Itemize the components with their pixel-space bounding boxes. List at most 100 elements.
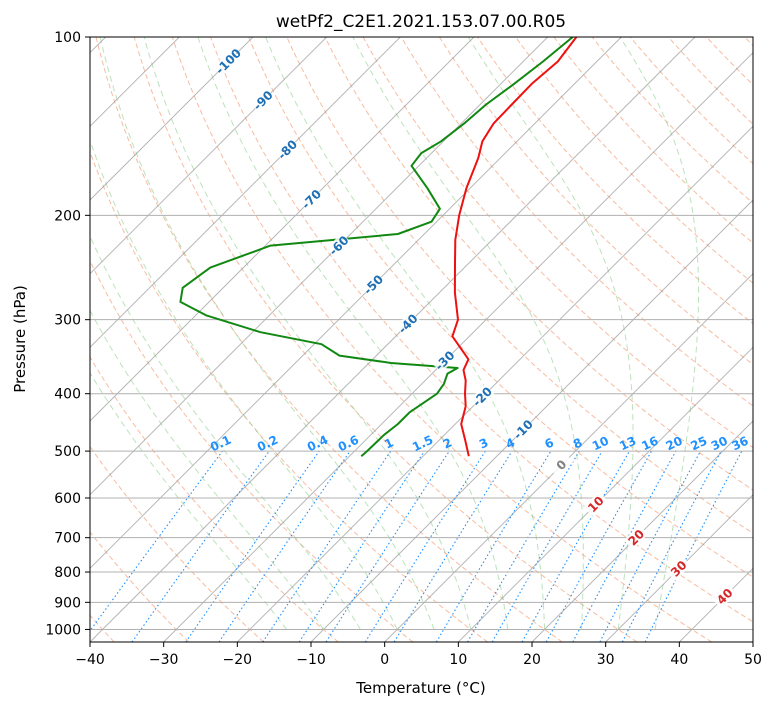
mixing-ratio-line <box>545 450 653 642</box>
isotherm-label-bg <box>510 416 536 442</box>
mixing-ratio-line <box>131 450 270 642</box>
mixing-ratio-line <box>90 450 223 632</box>
x-tick-label: −30 <box>149 652 179 668</box>
dry-adiabat-line <box>90 150 488 642</box>
x-axis-label: Temperature (°C) <box>355 679 485 697</box>
moist-adiabat-line <box>99 37 435 630</box>
mixing-ratio-line <box>185 450 320 642</box>
isotherm-line <box>310 199 753 642</box>
mixing-ratio-line <box>521 450 630 642</box>
moist-adiabat-line <box>90 138 398 630</box>
dry-adiabat-line <box>171 37 712 642</box>
mixing-ratio-line <box>393 450 513 642</box>
pressure-gridlines <box>90 37 753 630</box>
mixing-ratio-line <box>572 450 677 642</box>
temperature-profile <box>451 37 578 457</box>
y-tick-label: 1000 <box>45 622 81 638</box>
isotherm-label-bg <box>469 384 495 409</box>
dry-adiabat-line <box>706 37 753 86</box>
isotherm-label-bg <box>274 137 300 162</box>
isotherm-label-bg <box>360 272 386 297</box>
isotherm-label-bg <box>326 232 352 258</box>
y-tick-label: 800 <box>54 565 81 581</box>
isotherm-line <box>605 493 753 642</box>
dry-adiabat-line <box>90 531 190 642</box>
isotherm-line <box>90 37 696 642</box>
isotherm-line <box>90 37 328 275</box>
dewpoint-profile <box>179 37 574 457</box>
isotherm-line <box>752 641 753 642</box>
isotherm-label-bg <box>583 491 608 517</box>
dry-adiabat-line <box>668 37 753 125</box>
mixing-ratio-line <box>325 450 450 642</box>
isotherm-line <box>384 272 753 642</box>
mixing-ratio-label: 20 <box>664 434 685 454</box>
x-tick-label: −40 <box>75 652 105 668</box>
dry-adiabat-line <box>591 37 753 204</box>
dry-adiabat-line <box>324 37 753 491</box>
dry-adiabat-line <box>90 445 264 642</box>
mixing-ratio-line <box>262 450 392 642</box>
line-labels: -100-90-80-70-60-50-40-30-20-10010203040… <box>208 46 751 609</box>
dry-adiabat-line <box>362 37 753 449</box>
mixing-ratio-label: 2 <box>441 435 454 451</box>
mixing-ratio-line <box>644 450 743 642</box>
x-tick-label: 30 <box>597 652 615 668</box>
x-tick-label: 40 <box>670 652 688 668</box>
y-axis-label: Pressure (hPa) <box>11 285 29 393</box>
mixing-ratio-line <box>599 450 701 642</box>
dry-adiabat-line <box>553 37 753 244</box>
x-tick-label: 0 <box>380 652 389 668</box>
dry-adiabat-line <box>515 37 753 284</box>
mixing-ratio-label: 8 <box>571 435 584 451</box>
moist-adiabat-line <box>143 37 472 630</box>
isotherm-line <box>90 37 401 349</box>
isotherm-label-bg <box>623 524 649 550</box>
moist-adiabat-line <box>265 37 546 630</box>
mixing-ratio-label: 36 <box>730 434 751 454</box>
isotherm-line <box>90 37 254 201</box>
isotherm-label-bg <box>548 452 574 478</box>
profiles <box>179 37 578 457</box>
plot-frame <box>89 36 754 643</box>
y-tick-label: 900 <box>54 595 81 611</box>
dry-adiabat-line <box>90 259 414 642</box>
x-tick-label: 50 <box>744 652 762 668</box>
x-tick-label: −20 <box>223 652 253 668</box>
y-tick-label: 400 <box>54 387 81 403</box>
mixing-ratio-label: 3 <box>477 435 490 451</box>
mixing-ratio-label: 16 <box>639 434 660 454</box>
isotherm-label-bg <box>432 348 457 373</box>
y-tick-label: 100 <box>54 30 81 46</box>
dry-adiabat-line <box>95 37 563 642</box>
moist-adiabat-line <box>197 37 509 630</box>
dry-adiabat-line <box>400 37 753 407</box>
x-tick-label: −10 <box>296 652 326 668</box>
mixing-ratio-line <box>435 450 552 642</box>
isotherm-label-bg <box>215 48 241 74</box>
moist-adiabat-line <box>467 37 634 630</box>
chart-title: wetPf2_C2E1.2021.153.07.00.R05 <box>276 12 566 32</box>
isotherm-line <box>236 125 753 642</box>
dry-adiabat-line <box>133 37 638 642</box>
y-tick-label: 300 <box>54 313 81 329</box>
mixing-ratio-line <box>218 450 351 642</box>
isotherm-label-bg <box>666 556 691 581</box>
dry-adiabat-line <box>744 37 753 47</box>
y-tick-label: 500 <box>54 444 81 460</box>
isotherm-line <box>678 567 753 642</box>
moist-adiabat-line <box>90 235 361 630</box>
moist-adiabat-line <box>352 37 584 630</box>
mixing-ratio-label: 10 <box>590 434 611 454</box>
background-lines <box>90 37 753 642</box>
isotherm-label-bg <box>250 87 276 113</box>
mixing-ratio-label: 13 <box>617 434 638 454</box>
dry-adiabat-line <box>248 37 753 578</box>
isotherm-label-bg <box>298 186 324 212</box>
y-tick-label: 700 <box>54 531 81 547</box>
x-tick-label: 10 <box>449 652 467 668</box>
dry-adiabat-line <box>438 37 753 366</box>
moist-adiabat-line <box>619 37 699 630</box>
